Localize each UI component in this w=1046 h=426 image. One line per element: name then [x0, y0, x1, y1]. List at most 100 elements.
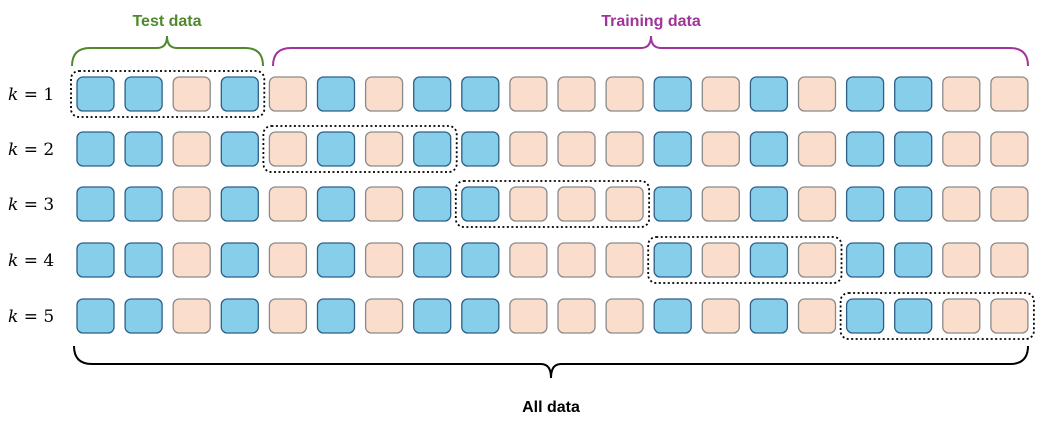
sample-cell-blue [316, 131, 356, 167]
sample-cell-peach [942, 76, 981, 112]
sample-cell-blue [653, 76, 692, 112]
sample-cell-blue [653, 298, 692, 334]
test-fold-outline-3 [454, 180, 650, 228]
sample-cell-blue [894, 298, 933, 334]
sample-cell-blue [894, 186, 933, 222]
sample-cell-blue [124, 186, 163, 222]
sample-cell-blue [653, 131, 692, 167]
fold-label-2: k = 2 [8, 140, 54, 160]
sample-cell-peach [605, 131, 644, 167]
sample-cell-blue [76, 298, 115, 334]
sample-cell-peach [990, 131, 1029, 167]
sample-cell-blue [461, 131, 500, 167]
sample-cell-blue [220, 76, 259, 112]
sample-cell-blue [894, 131, 933, 167]
sample-cell-blue [124, 242, 163, 278]
sample-cell-blue [124, 131, 163, 167]
sample-cell-blue [76, 131, 115, 167]
sample-cell-peach [557, 298, 596, 334]
test-fold-outline-2 [262, 125, 458, 173]
test-data-label: Test data [132, 13, 201, 30]
sample-cell-blue [316, 76, 356, 112]
fold-label-3: k = 3 [8, 195, 54, 215]
sample-cell-peach [172, 131, 211, 167]
sample-cell-blue [894, 76, 933, 112]
fold-label-4: k = 4 [8, 251, 54, 271]
sample-cell-blue [220, 298, 259, 334]
sample-cell-peach [605, 76, 644, 112]
sample-cell-peach [509, 186, 548, 222]
sample-cell-blue [845, 298, 885, 334]
sample-cell-peach [268, 131, 308, 167]
sample-cell-peach [701, 298, 740, 334]
sample-cell-peach [172, 186, 211, 222]
sample-cell-peach [605, 298, 644, 334]
sample-cell-peach [605, 242, 644, 278]
sample-cell-peach [268, 76, 308, 112]
braces [71, 35, 1029, 379]
sample-cell-peach [364, 76, 404, 112]
sample-cell-blue [316, 242, 356, 278]
sample-cell-blue [749, 131, 789, 167]
sample-cell-peach [364, 186, 404, 222]
fold-label-1: k = 1 [8, 85, 54, 105]
sample-cell-peach [797, 298, 837, 334]
sample-cell-peach [701, 242, 740, 278]
all-data-brace [73, 345, 1029, 379]
sample-cell-blue [76, 186, 115, 222]
sample-cell-blue [461, 298, 500, 334]
sample-cell-peach [797, 186, 837, 222]
sample-cell-peach [990, 298, 1029, 334]
sample-cell-peach [268, 298, 308, 334]
sample-cell-blue [413, 298, 452, 334]
sample-cell-peach [557, 76, 596, 112]
sample-cell-peach [268, 242, 308, 278]
sample-cell-blue [653, 242, 692, 278]
sample-cells [76, 76, 1029, 334]
test-fold-outline-4 [647, 236, 843, 284]
sample-cell-peach [172, 76, 211, 112]
sample-cell-blue [461, 76, 500, 112]
sample-cell-blue [76, 76, 115, 112]
sample-cell-peach [172, 242, 211, 278]
sample-cell-peach [701, 76, 740, 112]
test-fold-outline-1 [70, 70, 266, 118]
sample-cell-peach [364, 131, 404, 167]
sample-cell-peach [990, 242, 1029, 278]
sample-cell-blue [124, 76, 163, 112]
sample-cell-blue [76, 242, 115, 278]
test-fold-outline-5 [839, 292, 1035, 340]
all-data-label: All data [522, 399, 580, 416]
sample-cell-peach [990, 76, 1029, 112]
sample-cell-peach [364, 298, 404, 334]
sample-cell-blue [845, 131, 885, 167]
sample-cell-blue [653, 186, 692, 222]
sample-cell-blue [316, 298, 356, 334]
sample-cell-peach [364, 242, 404, 278]
sample-cell-peach [557, 131, 596, 167]
training-data-label: Training data [601, 13, 701, 30]
sample-cell-peach [797, 76, 837, 112]
sample-cell-blue [845, 242, 885, 278]
sample-cell-peach [942, 298, 981, 334]
sample-cell-peach [509, 298, 548, 334]
sample-cell-peach [605, 186, 644, 222]
sample-cell-peach [509, 131, 548, 167]
training-data-brace [272, 35, 1029, 67]
sample-cell-peach [701, 186, 740, 222]
sample-cell-blue [413, 131, 452, 167]
sample-cell-peach [172, 298, 211, 334]
sample-cell-blue [220, 131, 259, 167]
sample-cell-peach [557, 186, 596, 222]
sample-cell-peach [557, 242, 596, 278]
sample-cell-blue [749, 242, 789, 278]
sample-cell-peach [509, 242, 548, 278]
sample-cell-peach [942, 131, 981, 167]
sample-cell-blue [845, 76, 885, 112]
sample-cell-blue [413, 76, 452, 112]
sample-cell-blue [845, 186, 885, 222]
sample-cell-blue [220, 186, 259, 222]
sample-cell-peach [942, 242, 981, 278]
test-data-brace [71, 35, 264, 67]
